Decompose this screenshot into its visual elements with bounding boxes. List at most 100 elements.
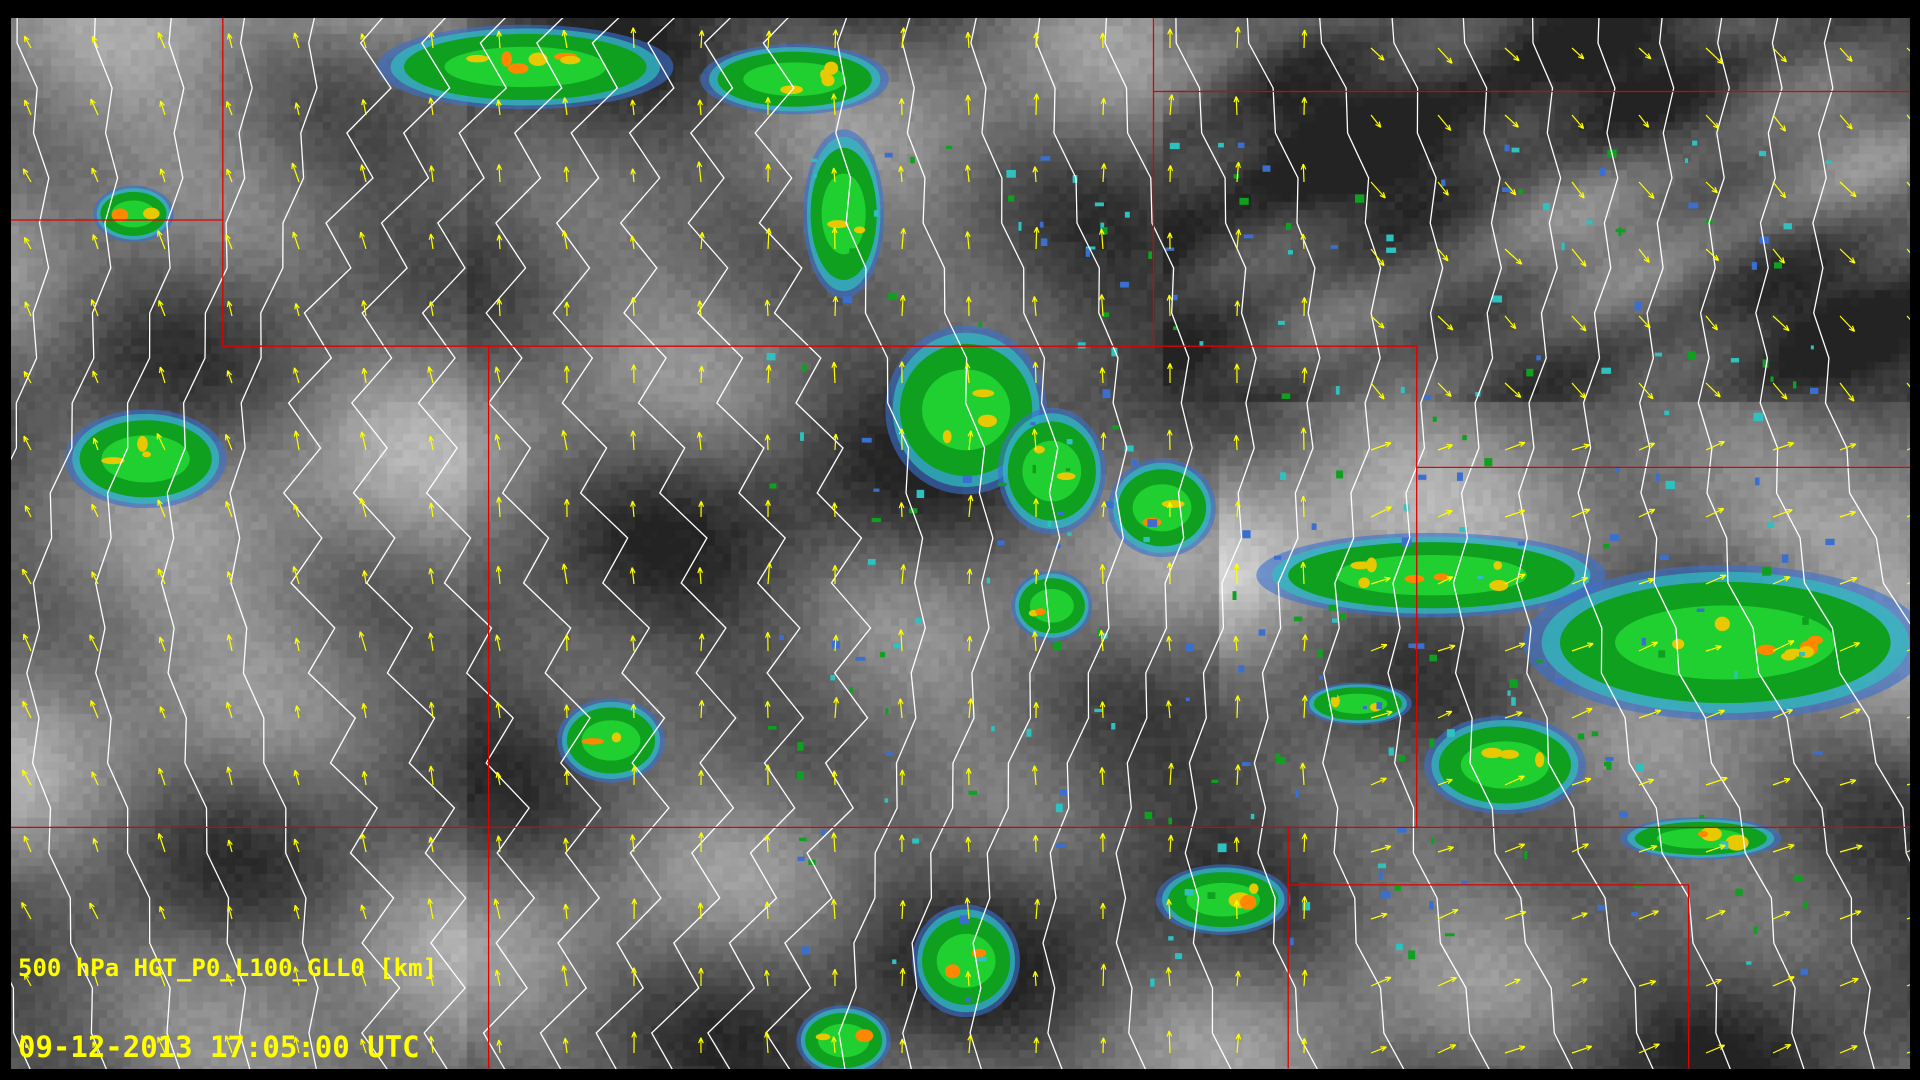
wind-arrow xyxy=(630,27,637,49)
wind-arrow-glyph xyxy=(1167,834,1174,853)
wind-arrow xyxy=(764,700,771,719)
radar-speckle xyxy=(1511,697,1516,706)
wind-arrow xyxy=(21,1034,32,1054)
radar-echo-heavy xyxy=(1697,830,1709,838)
wind-arrow xyxy=(831,770,838,786)
wind-arrow-glyph xyxy=(1302,634,1308,652)
wind-arrow-glyph xyxy=(23,236,32,250)
radar-speckle xyxy=(800,432,804,441)
wind-arrow-glyph xyxy=(358,967,367,987)
radar-speckle xyxy=(1289,937,1294,946)
wind-arrow-glyph xyxy=(1301,97,1308,116)
wind-arrow xyxy=(361,98,367,116)
wind-arrow-glyph xyxy=(563,498,570,518)
wind-arrow xyxy=(91,771,99,786)
radar-speckle xyxy=(997,482,1007,486)
radar-speckle xyxy=(1144,811,1153,819)
radar-echo-heavy xyxy=(466,54,489,63)
wind-arrow xyxy=(1437,845,1455,853)
wind-arrow-glyph xyxy=(293,503,300,518)
radar-echo-strong xyxy=(1335,554,1527,596)
radar-speckle xyxy=(946,145,953,149)
radar-speckle xyxy=(1586,220,1593,225)
wind-arrow-glyph xyxy=(831,361,838,384)
radar-speckle xyxy=(1143,536,1150,543)
wind-arrow xyxy=(1571,642,1594,652)
wind-arrow-glyph xyxy=(1705,910,1726,920)
wind-arrow-glyph xyxy=(967,1034,973,1054)
wind-arrow-glyph xyxy=(1166,635,1172,652)
wind-arrow-glyph xyxy=(1571,978,1588,987)
wind-arrow-glyph xyxy=(1571,707,1593,719)
wind-arrow xyxy=(1504,509,1526,518)
radar-speckle xyxy=(1111,722,1116,730)
radar-speckle xyxy=(820,829,826,836)
radar-speckle xyxy=(1319,675,1323,680)
radar-echo-heavy xyxy=(1056,472,1076,481)
wind-arrow xyxy=(226,33,233,49)
radar-speckle xyxy=(1461,880,1468,886)
height-contour xyxy=(1319,18,1405,1069)
wind-arrow-glyph xyxy=(494,366,501,384)
radar-echo-heavy xyxy=(1249,883,1259,894)
radar-speckle xyxy=(1477,575,1484,580)
wind-arrow-glyph xyxy=(965,971,972,987)
wind-arrow xyxy=(1031,296,1038,317)
wind-arrow xyxy=(1638,577,1655,585)
wind-arrow-glyph xyxy=(361,570,368,585)
radar-speckle xyxy=(1354,194,1365,203)
wind-arrow-glyph xyxy=(428,632,434,652)
wind-arrow-glyph xyxy=(765,30,772,49)
wind-arrow xyxy=(765,163,772,183)
radar-echo xyxy=(377,24,674,110)
radar-echo-strong xyxy=(936,933,996,988)
wind-arrow xyxy=(428,97,435,116)
wind-arrow xyxy=(1571,315,1587,332)
radar-speckle xyxy=(1131,459,1138,466)
wind-arrow-glyph xyxy=(831,93,837,116)
map-display[interactable]: 500 hPa HGT_P0_L100_GLL0 [km] 09-12-2013… xyxy=(11,18,1910,1069)
wind-arrow-glyph xyxy=(1906,448,1910,451)
wind-arrow xyxy=(1099,701,1106,719)
wind-arrow-glyph xyxy=(226,300,233,317)
wind-arrow xyxy=(1168,94,1175,116)
height-contour xyxy=(11,18,50,1069)
wind-arrow xyxy=(1300,163,1307,183)
radar-echo-heavy xyxy=(1433,573,1449,581)
wind-arrow-glyph xyxy=(360,431,367,451)
wind-arrow xyxy=(23,835,32,853)
wind-arrow-glyph xyxy=(1370,506,1392,518)
radar-speckle xyxy=(802,364,807,373)
wind-arrow xyxy=(1638,845,1658,853)
wind-arrow-glyph xyxy=(157,568,166,585)
radar-speckle xyxy=(1601,367,1612,374)
wind-arrow-glyph xyxy=(563,903,569,920)
wind-arrow xyxy=(494,366,501,384)
wind-arrow-glyph xyxy=(764,901,771,920)
radar-speckle xyxy=(1388,747,1394,756)
radar-speckle xyxy=(1825,160,1832,164)
radar-speckle xyxy=(1207,892,1216,899)
wind-arrow-glyph xyxy=(225,234,233,250)
wind-arrow-glyph xyxy=(1638,1043,1660,1054)
wind-arrow xyxy=(765,227,772,250)
wind-arrow-glyph xyxy=(158,969,166,987)
wind-arrow xyxy=(496,30,503,49)
wind-arrow-glyph xyxy=(1571,642,1594,652)
wind-arrow xyxy=(1370,181,1386,199)
wind-arrow-glyph xyxy=(1772,709,1793,719)
radar-speckle xyxy=(1185,697,1190,702)
wind-arrow-glyph xyxy=(898,428,905,451)
wind-arrow-glyph xyxy=(1571,47,1585,60)
wind-arrow-glyph xyxy=(698,30,705,49)
wind-arrow-glyph xyxy=(1705,978,1722,987)
wind-arrow-glyph xyxy=(428,1036,435,1054)
radar-echo xyxy=(93,185,174,243)
radar-speckle xyxy=(1040,156,1051,161)
wind-arrow-glyph xyxy=(89,634,99,652)
wind-arrow xyxy=(92,1041,99,1054)
wind-arrow xyxy=(1839,778,1857,786)
wind-arrow xyxy=(294,637,301,652)
wind-arrow-glyph xyxy=(1370,976,1392,987)
wind-arrow-glyph xyxy=(225,433,233,451)
